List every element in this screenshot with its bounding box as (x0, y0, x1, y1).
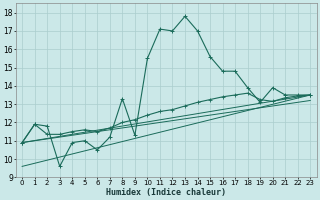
X-axis label: Humidex (Indice chaleur): Humidex (Indice chaleur) (106, 188, 226, 197)
